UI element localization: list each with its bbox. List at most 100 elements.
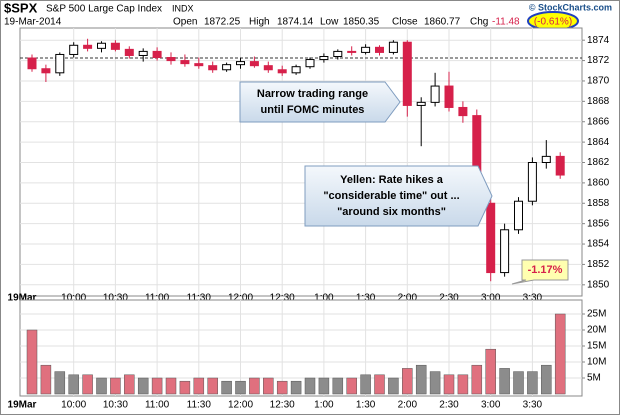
candle-body (416, 101, 426, 106)
y-tick-label: 1866 (587, 116, 610, 127)
candle-body (138, 50, 148, 56)
callout: Yellen: Rate hikes a "considerable time" … (304, 165, 493, 227)
x-tick-label: 1:00 (314, 293, 334, 304)
candle-body (555, 155, 565, 176)
open-value: 1872.25 (204, 17, 241, 28)
volume-bar (235, 380, 246, 395)
candle-body (236, 61, 245, 66)
candle-body (263, 65, 273, 71)
callout-box (304, 165, 493, 227)
candle-body (500, 229, 510, 274)
low-label: Low (320, 17, 339, 28)
candle-body (319, 56, 329, 61)
volume-bar (554, 313, 566, 395)
high-label: High (249, 17, 270, 28)
callout: Narrow trading range until FOMC minutes (239, 81, 401, 123)
volume-bar (527, 371, 538, 395)
volume-bar (207, 377, 218, 395)
x-tick-label: 10:30 (103, 293, 128, 304)
x-tick-label: 11:30 (187, 293, 212, 304)
candle-body (375, 46, 384, 53)
candle-body (249, 61, 259, 67)
candle-body (27, 57, 37, 70)
change-pct: (-0.61%) (534, 17, 572, 28)
candle-body (55, 53, 65, 74)
y-tick-label: 1860 (587, 178, 610, 189)
candle-body (333, 50, 343, 58)
x-tick-label: 12:30 (270, 400, 295, 411)
x-tick-label: 11:30 (187, 400, 212, 411)
candle-body (222, 64, 232, 71)
x-tick-label: 1:30 (356, 293, 376, 304)
x-tick-label: 2:30 (439, 293, 459, 304)
x-tick-label: 3:00 (481, 293, 501, 304)
date: 19-Mar-2014 (4, 17, 62, 28)
callout: -1.17% (511, 259, 569, 285)
x-tick-label: 2:00 (398, 293, 418, 304)
x-tick-label: 3:30 (523, 293, 543, 304)
y-tick-label: 5M (587, 373, 601, 384)
volume-bar (68, 374, 79, 395)
volume-panel: 5M 10M 15M 20M 25M 19Mar 10:00 10:30 11:00 11:30 1… (8, 299, 606, 411)
x-tick-label: 12:30 (270, 293, 295, 304)
candle-body (291, 66, 301, 74)
candle-body (180, 60, 190, 65)
y-tick-label: 20M (587, 325, 606, 336)
x-tick-label: 11:00 (145, 293, 170, 304)
volume-bar (193, 377, 205, 395)
volume-bar (374, 374, 385, 395)
volume-bar (485, 348, 496, 395)
volume-bar (26, 329, 38, 395)
y-tick-label: 1868 (587, 96, 610, 107)
volume-bar (471, 364, 483, 395)
open-label: Open (173, 17, 197, 28)
volume-bar (96, 377, 107, 395)
volume-bar (249, 377, 260, 395)
annotation-text: -1.17% (528, 264, 563, 276)
volume-bar (40, 364, 52, 395)
volume-bar (290, 380, 302, 395)
candle-body (69, 44, 79, 55)
annotation-text: Yellen: Rate hikes a (340, 174, 444, 186)
volume-bar (263, 377, 274, 395)
y-tick-label: 1856 (587, 218, 610, 229)
annotation-text: "considerable time" out ... (323, 190, 459, 202)
volume-bar (513, 371, 524, 395)
volume-bar (429, 371, 441, 395)
low-value: 1850.35 (343, 17, 380, 28)
annotation-text: "around six months" (337, 206, 446, 218)
x-tick-label: 19Mar (8, 400, 37, 411)
candle-body (347, 50, 357, 53)
volume-bar (82, 374, 93, 395)
annotation-text: Narrow trading range (257, 88, 368, 100)
price-panel: 1850 1852 1854 1856 1858 1860 1862 1864 1866 1868… (8, 27, 610, 304)
candle-body (361, 46, 371, 53)
candle-body (83, 44, 93, 49)
candle-body (430, 85, 440, 103)
index-name: S&P 500 Large Cap Index (46, 4, 162, 15)
change-label: Chg (470, 17, 488, 28)
volume-bar (151, 377, 163, 395)
close-value: 1860.77 (424, 17, 461, 28)
x-tick-label: 11:00 (145, 400, 170, 411)
candle-body (124, 48, 134, 56)
y-tick-label: 25M (587, 309, 606, 320)
volume-bar (165, 377, 177, 395)
callout-box (511, 259, 569, 285)
candle-body (277, 69, 287, 74)
candle-body (194, 63, 204, 67)
candle-body (110, 42, 120, 50)
x-tick-label: 12:00 (228, 293, 253, 304)
x-tick-label: 10:30 (103, 400, 128, 411)
x-tick-label: 3:00 (481, 400, 501, 411)
x-tick-label: 19Mar (8, 293, 37, 304)
candle-body (305, 59, 315, 68)
volume-bar (304, 377, 316, 395)
symbol: $SPX (4, 0, 38, 15)
candle-body (208, 65, 218, 71)
credit: © StockCharts.com (529, 2, 612, 12)
y-tick-label: 10M (587, 357, 606, 368)
candle-body (97, 42, 106, 49)
x-tick-label: 12:00 (228, 400, 253, 411)
candle-body (541, 155, 551, 163)
